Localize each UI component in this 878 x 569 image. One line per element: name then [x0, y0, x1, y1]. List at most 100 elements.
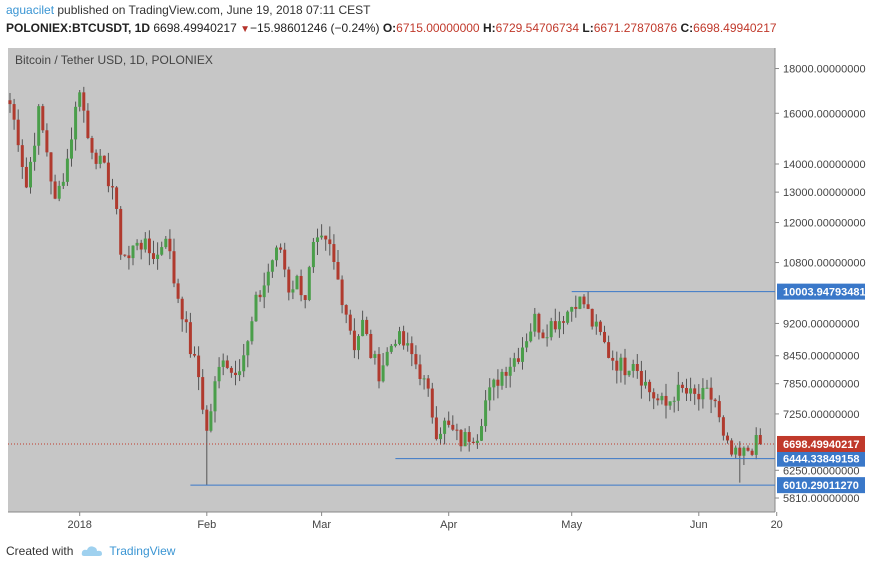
x-tick-label: Jun — [690, 519, 708, 531]
triangle-down-icon: ▼ — [240, 24, 251, 35]
y-tick-label: 5810.00000000 — [783, 493, 859, 505]
candle-up — [672, 400, 676, 402]
candle-down — [102, 155, 106, 163]
candle-up — [529, 331, 533, 342]
candle-up — [492, 379, 496, 388]
candle-down — [201, 377, 205, 410]
candle-up — [262, 285, 266, 298]
created-with-text: Created with — [6, 544, 74, 558]
open-label: O: — [382, 21, 397, 35]
candle-up — [389, 345, 393, 352]
candle-down — [496, 379, 500, 386]
candle-up — [242, 355, 246, 372]
candle-up — [270, 260, 274, 272]
publish-info: aguacilet published on TradingView.com, … — [6, 3, 370, 17]
candle-up — [213, 381, 217, 412]
y-tick-label: 12000.00000000 — [783, 218, 866, 230]
price-change: −15.98601246 (−0.24%) — [250, 21, 380, 35]
candle-up — [508, 366, 512, 376]
candle-up — [443, 420, 447, 434]
candle-down — [582, 296, 586, 305]
candle-up — [525, 341, 529, 348]
candle-up — [61, 181, 65, 186]
support-label: 6444.33849158 — [783, 454, 859, 466]
current-price-box — [777, 435, 865, 452]
candle-up — [644, 381, 647, 386]
author-link[interactable]: aguacilet — [6, 3, 55, 17]
candle-down — [402, 331, 406, 346]
candle-down — [106, 162, 110, 187]
candle-up — [488, 387, 492, 401]
candle-down — [746, 447, 750, 451]
support-label-box — [777, 450, 865, 467]
high-label: H: — [482, 21, 496, 35]
candle-down — [123, 254, 127, 256]
x-tick-label: 2018 — [67, 519, 91, 531]
candle-down — [365, 319, 369, 334]
candle-down — [172, 251, 176, 284]
close-label: C: — [680, 21, 694, 35]
y-tick-label: 6250.00000000 — [783, 465, 859, 477]
candle-down — [717, 401, 721, 418]
candle-up — [594, 321, 598, 327]
tradingview-link[interactable]: TradingView — [109, 544, 176, 558]
candle-down — [24, 166, 28, 188]
y-tick-label: 7850.00000000 — [783, 379, 859, 391]
candle-up — [566, 311, 570, 323]
candle-up — [545, 337, 549, 339]
candle-up — [668, 401, 672, 406]
price-chart[interactable]: Bitcoin / Tether USD, 1D, POLONIEX 18000.… — [0, 40, 878, 540]
candle-up — [254, 294, 258, 322]
candle-down — [697, 393, 701, 400]
candle-up — [385, 351, 389, 366]
candle-down — [586, 304, 590, 309]
candle-up — [74, 106, 78, 140]
candle-down — [430, 388, 434, 418]
candle-down — [53, 181, 57, 199]
candle-down — [287, 269, 291, 293]
candle-up — [361, 319, 365, 337]
candle-up — [135, 242, 139, 246]
candle-up — [754, 435, 758, 455]
candle-up — [160, 247, 164, 255]
candle-up — [29, 161, 32, 188]
candle-down — [648, 381, 652, 393]
candle-up — [65, 158, 69, 182]
candle-up — [143, 238, 147, 250]
candle-up — [557, 321, 561, 330]
candle-down — [94, 152, 98, 164]
candle-down — [418, 364, 422, 380]
candle-down — [115, 187, 119, 209]
candle-up — [660, 395, 664, 401]
y-tick-label: 14000.00000000 — [783, 159, 866, 171]
candle-up — [238, 371, 242, 376]
candle-up — [521, 347, 524, 362]
candle-down — [434, 417, 438, 440]
candle-up — [463, 432, 467, 447]
candle-down — [86, 110, 90, 139]
candle-down — [656, 398, 660, 401]
candle-down — [332, 244, 336, 262]
candle-down — [758, 435, 762, 444]
candle-down — [635, 364, 639, 372]
candle-up — [480, 426, 483, 441]
high-value: 6729.54706734 — [495, 21, 580, 35]
chart-title: Bitcoin / Tether USD, 1D, POLONIEX — [15, 53, 213, 67]
ohlc-legend: POLONIEX:BTCUSDT, 1D 6698.49940217 ▼−15.… — [6, 21, 777, 35]
y-tick-label: 16000.00000000 — [783, 108, 866, 120]
candle-up — [209, 411, 213, 431]
candle-down — [111, 186, 114, 188]
candle-down — [82, 92, 86, 111]
candle-up — [78, 92, 82, 107]
candle-down — [184, 319, 188, 323]
candle-down — [147, 238, 151, 254]
candle-down — [258, 294, 262, 298]
plot-background — [8, 48, 775, 512]
candle-up — [37, 106, 41, 146]
candle-up — [676, 384, 680, 401]
candle-up — [266, 271, 270, 286]
candle-down — [726, 435, 729, 441]
candle-down — [229, 367, 233, 373]
candle-down — [8, 100, 12, 105]
candle-down — [598, 321, 602, 332]
